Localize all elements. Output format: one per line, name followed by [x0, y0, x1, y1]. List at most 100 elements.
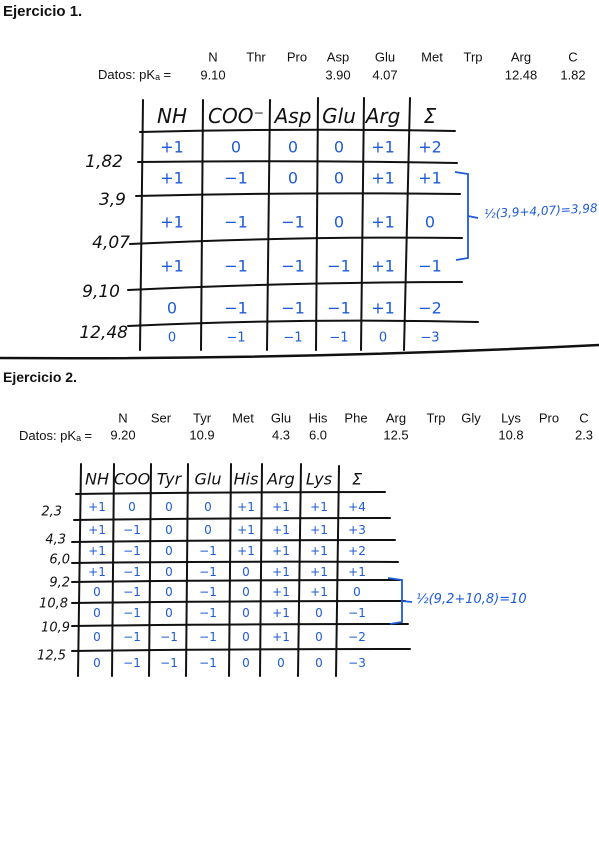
- ex2-table-cell: +1: [272, 544, 290, 558]
- ex2-table-cell: 0: [165, 500, 173, 514]
- ex1-table-cell: +1: [371, 137, 395, 157]
- ex2-column-header: Lys: [305, 469, 333, 489]
- ex1-table-cell: 0: [333, 168, 345, 188]
- ex1-table-cell: +2: [418, 137, 442, 157]
- ex1-table-cell: +1: [371, 168, 395, 188]
- ex1-table-cell: +1: [160, 256, 184, 276]
- ex1-table-cell: +1: [371, 256, 395, 276]
- ex2-aa-header: His: [308, 410, 328, 426]
- ex2-pka-value: 10.8: [498, 427, 524, 443]
- ex2-table-cell: −1: [123, 606, 141, 620]
- ex1-row-label: 9,10: [82, 282, 120, 302]
- ex2-column-header: Σ: [351, 469, 363, 489]
- ex1-table-cell: −1: [327, 298, 351, 318]
- ex1-row-label: 4,07: [92, 233, 130, 253]
- ex2-table-cell: +1: [272, 630, 290, 644]
- ex2-table-cell: −1: [123, 656, 141, 670]
- ex2-column-header: Arg: [267, 469, 295, 489]
- ex1-table-cell: −1: [283, 330, 303, 346]
- ex2-table-cell: 0: [315, 630, 323, 644]
- ex1-table-cell: −1: [281, 256, 305, 276]
- ex2-table-cell: 0: [315, 606, 323, 620]
- ex1-aa-header: Arg: [510, 49, 532, 65]
- ex2-table-cell: −1: [199, 656, 217, 670]
- ex2-aa-header: Arg: [385, 410, 407, 426]
- ex2-table-cell: 0: [204, 523, 212, 537]
- ex1-table-cell: 0: [166, 298, 178, 318]
- ex2-table-cell: 0: [242, 565, 250, 579]
- ex1-aa-header: Trp: [463, 49, 483, 65]
- ex1-table-cell: 0: [424, 212, 436, 232]
- ex2-table-cell: 0: [165, 606, 173, 620]
- ex2-table-cell: 0: [277, 656, 285, 670]
- ex2-table-cell: −1: [123, 630, 141, 644]
- ex1-datos-label: Datos: pKₐ =: [98, 67, 172, 82]
- ex1-table-cell: +1: [371, 212, 395, 232]
- ex1-table-cell: 0: [378, 330, 388, 346]
- ex2-row-label: 2,3: [41, 504, 62, 520]
- ex1-table-cell: −3: [420, 330, 440, 346]
- ex2-table-cell: +1: [310, 500, 328, 514]
- ex1-column-header: Arg: [365, 104, 401, 128]
- ex1-table-cell: −1: [418, 256, 442, 276]
- ex2-table-cell: +1: [88, 565, 106, 579]
- ex2-table-cell: 0: [242, 606, 250, 620]
- ex2-table-cell: +2: [348, 544, 366, 558]
- ex2-pka-value: 6.0: [308, 427, 328, 443]
- ex2-column-header: Glu: [194, 469, 222, 489]
- ex2-table-cell: 0: [242, 656, 250, 670]
- ex2-table-cell: 0: [165, 544, 173, 558]
- ex2-column-header: His: [233, 469, 259, 489]
- ex2-table-cell: +4: [348, 500, 366, 514]
- ex2-table-cell: +1: [88, 500, 106, 514]
- ex1-row-label: 12,48: [79, 323, 128, 343]
- ex2-aa-header: Met: [232, 410, 254, 426]
- ex2-column-header: NH: [85, 469, 109, 489]
- ex2-table-cell: +1: [310, 544, 328, 558]
- ex2-table-cell: −3: [348, 656, 366, 670]
- ex1-table-cell: −1: [224, 298, 248, 318]
- ex1-pka-value: 12.48: [504, 67, 538, 83]
- ex2-aa-header: Phe: [344, 410, 368, 426]
- ex1-table-cell: 0: [333, 212, 345, 232]
- ex1-column-header: COO⁻: [207, 104, 265, 128]
- ex2-table-cell: +1: [237, 544, 255, 558]
- ex1-aa-header: Glu: [374, 49, 396, 65]
- ex2-aa-header: Trp: [426, 410, 446, 426]
- ex2-table-cell: +1: [88, 523, 106, 537]
- ex2-table-cell: +1: [237, 523, 255, 537]
- ex1-table-cell: −1: [281, 212, 305, 232]
- ex2-pka-value: 2.3: [574, 427, 594, 443]
- ex2-table-cell: 0: [353, 585, 361, 599]
- ex2-row-label: 4,3: [45, 532, 66, 548]
- ex1-aa-header: Asp: [326, 49, 350, 65]
- ex2-row-label: 9,2: [49, 575, 70, 591]
- ex1-table-cell: −2: [418, 298, 442, 318]
- ex2-table-cell: 0: [93, 656, 101, 670]
- ex2-table-cell: 0: [165, 523, 173, 537]
- ex2-table-cell: +1: [272, 523, 290, 537]
- ex2-table-cell: 0: [165, 585, 173, 599]
- ex1-column-header: Σ: [423, 104, 437, 128]
- ex1-pka-value: 3.90: [325, 67, 351, 83]
- ex1-table-cell: 0: [287, 168, 299, 188]
- ex2-table-cell: −1: [160, 656, 178, 670]
- ex2-pka-value: 12.5: [383, 427, 409, 443]
- ex2-table-cell: −2: [348, 630, 366, 644]
- ex2-table-cell: +1: [237, 500, 255, 514]
- ex1-table-cell: −1: [327, 256, 351, 276]
- ex2-table-cell: +1: [272, 500, 290, 514]
- ex1-aa-header: Thr: [246, 49, 266, 65]
- ex2-table-cell: 0: [315, 656, 323, 670]
- ex1-column-header: Asp: [274, 104, 312, 128]
- ex1-aa-header: N: [208, 49, 218, 65]
- ex2-table-cell: 0: [242, 585, 250, 599]
- ex2-table-cell: −1: [123, 523, 141, 537]
- ex2-row-label: 6,0: [49, 552, 70, 568]
- ex2-column-header: Tyr: [156, 469, 182, 489]
- ex1-table-cell: +1: [160, 168, 184, 188]
- ex2-aa-header: Lys: [501, 410, 521, 426]
- ex1-table-cell: 0: [333, 137, 345, 157]
- ex1-aa-header: C: [568, 49, 578, 65]
